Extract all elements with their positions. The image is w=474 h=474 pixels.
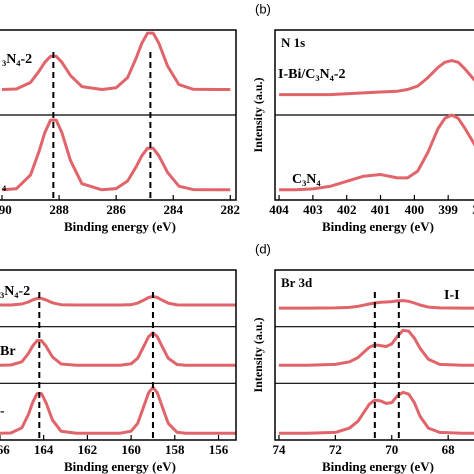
series-label: I-Bi/C₃N₄-2 — [278, 67, 346, 82]
x-tick-label: 402 — [337, 202, 357, 217]
plot-area — [275, 292, 474, 440]
x-tick-label: 166 — [0, 442, 10, 457]
series-label: - — [0, 404, 5, 419]
plot-area — [275, 59, 474, 192]
x-tick-label: 401 — [371, 202, 391, 217]
x-tick-label: 288 — [49, 202, 69, 217]
y-axis-label: Intensity (a.u.) — [251, 77, 265, 152]
x-tick-label: 284 — [163, 202, 183, 217]
plot-frame — [0, 269, 237, 441]
x-tick-label: 162 — [78, 442, 98, 457]
x-tick-label: 160 — [121, 442, 141, 457]
series-label: ₃N₄-2 — [2, 52, 32, 67]
spectrum-line — [278, 328, 474, 367]
spectrum-line — [0, 295, 236, 307]
x-tick-label: 282 — [221, 202, 241, 217]
x-tick-label: 158 — [165, 442, 185, 457]
series-label: C₃N₄ — [292, 172, 321, 187]
panel-label: (d) — [255, 241, 271, 256]
x-tick-label: 400 — [405, 202, 425, 217]
x-tick-label: 286 — [106, 202, 126, 217]
x-axis-label: Binding energy (eV) — [64, 459, 176, 474]
series-label: I-I — [444, 288, 460, 303]
x-tick-label: 68 — [442, 442, 456, 457]
x-axis-label: Binding energy (eV) — [64, 219, 176, 234]
x-tick-label: 290 — [0, 202, 12, 217]
panel: ₃N₄-2 ₄ 290 288 286 284 282 Binding energy (eV) — [0, 29, 241, 234]
x-tick-label: 404 — [269, 202, 289, 217]
spectrum-line — [0, 385, 236, 435]
x-tick-label: 399 — [438, 202, 458, 217]
series-label: ₃N₄-2 — [0, 284, 30, 299]
plot-frame — [274, 29, 474, 201]
panel: I-I 74 72 70 68 Binding energy (eV) Intensity … — [251, 241, 474, 474]
plot-frame — [274, 269, 474, 441]
spectrum-line — [0, 331, 236, 367]
x-tick-label: 156 — [209, 442, 229, 457]
y-axis-label: Intensity (a.u.) — [251, 317, 265, 392]
panel-title: N 1s — [281, 35, 305, 50]
x-tick-label: 164 — [34, 442, 54, 457]
spectrum-line — [278, 299, 474, 310]
x-tick-label: 74 — [272, 442, 286, 457]
x-tick-label: 70 — [385, 442, 398, 457]
spectrum-line — [279, 113, 474, 192]
x-tick-label: 398 — [472, 202, 474, 217]
series-label: Br — [0, 344, 16, 359]
spectrum-line — [279, 59, 474, 97]
series-label: ₄ — [2, 177, 7, 192]
panel: ₃N₄-2 Br - 166 164 162 160 158 156 Binding energy… — [0, 269, 237, 474]
panel-label: (b) — [255, 1, 271, 16]
spectrum-line — [1, 118, 231, 192]
panel-title: Br 3d — [281, 275, 313, 290]
plot-frame — [0, 29, 237, 201]
x-axis-label: Binding energy (eV) — [322, 459, 434, 474]
x-axis-label: Binding energy (eV) — [322, 219, 434, 234]
x-tick-label: 72 — [329, 442, 342, 457]
x-tick-label: 403 — [303, 202, 323, 217]
spectrum-line — [1, 31, 231, 91]
plot-area — [0, 31, 236, 200]
spectrum-line — [278, 390, 474, 435]
plot-area — [0, 292, 236, 440]
